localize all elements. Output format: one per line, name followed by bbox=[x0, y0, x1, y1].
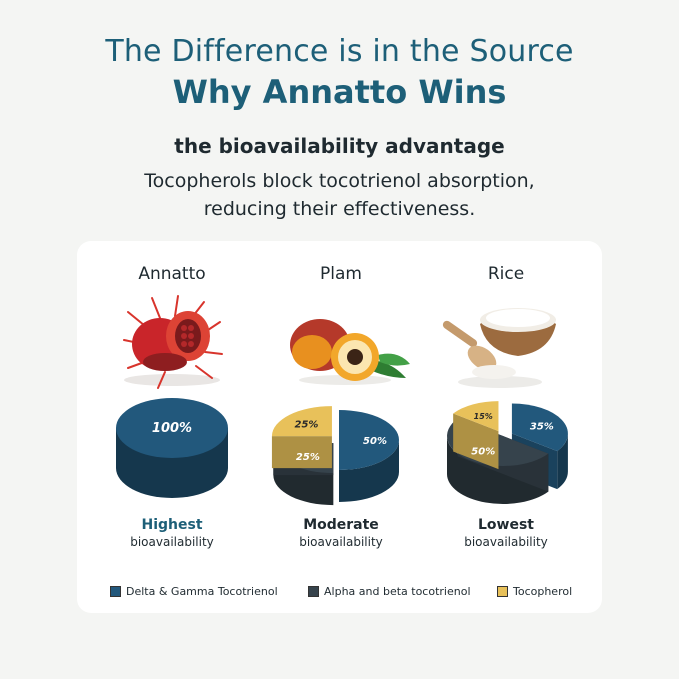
chart-title-annatto: Annatto bbox=[138, 264, 206, 284]
pie-slice bbox=[453, 401, 499, 470]
palm-fruit-icon bbox=[290, 319, 410, 385]
chart-title-plam: Plam bbox=[320, 264, 362, 284]
body-line-1: Tocopherols block tocotrienol absorption… bbox=[144, 170, 535, 192]
pie-slice-label: 25% bbox=[295, 419, 319, 430]
bioavailability-caption: bioavailability bbox=[464, 535, 548, 549]
bioavailability-level: Highest bbox=[141, 517, 203, 533]
pie-slice-label: 15% bbox=[474, 412, 493, 421]
legend-item-tocopherol: Tocopherol bbox=[497, 583, 572, 599]
chart-title-rice: Rice bbox=[487, 264, 525, 284]
legend-swatch bbox=[308, 585, 319, 597]
rice-bowl-icon bbox=[442, 308, 556, 388]
verdict-annatto: Highest bioavailability bbox=[92, 516, 252, 550]
title-line-2: Why Annatto Wins bbox=[172, 73, 507, 111]
pie-slice-labels: 100% 50% 25% 25% 35% 50% 15% bbox=[152, 412, 554, 463]
legend-item-delta-gamma: Delta & Gamma Tocotrienol bbox=[110, 583, 278, 599]
pie-slice bbox=[339, 410, 399, 502]
pie-slice-label: 50% bbox=[471, 447, 495, 458]
pie-slice-label: 25% bbox=[296, 452, 320, 463]
subtitle: the bioavailability advantage bbox=[174, 134, 505, 158]
bioavailability-caption: bioavailability bbox=[130, 535, 214, 549]
body-line-2: reducing their effectiveness. bbox=[203, 198, 476, 220]
bioavailability-caption: bioavailability bbox=[299, 535, 383, 549]
verdict-plam: Moderate bioavailability bbox=[261, 516, 421, 550]
pie-charts bbox=[116, 398, 568, 506]
legend-item-alpha-beta: Alpha and beta tocotrienol bbox=[308, 583, 471, 599]
pie-slice bbox=[271, 406, 332, 469]
legend: Delta & Gamma Tocotrienol Alpha and beta… bbox=[110, 583, 590, 599]
legend-swatch bbox=[497, 585, 508, 597]
pie-slice-label: 100% bbox=[152, 421, 192, 436]
verdict-rice: Lowest bioavailability bbox=[426, 516, 586, 550]
annatto-fruit-icon bbox=[123, 295, 223, 389]
bioavailability-level: Moderate bbox=[303, 517, 379, 533]
pie-slice-label: 50% bbox=[363, 436, 387, 447]
bioavailability-level: Lowest bbox=[478, 517, 534, 533]
legend-label: Tocopherol bbox=[513, 584, 573, 598]
pie-slice bbox=[116, 398, 228, 498]
legend-swatch bbox=[110, 585, 121, 597]
legend-label: Alpha and beta tocotrienol bbox=[324, 584, 471, 598]
legend-label: Delta & Gamma Tocotrienol bbox=[126, 584, 278, 598]
pie-slice-label: 35% bbox=[530, 421, 554, 432]
title-line-1: The Difference is in the Source bbox=[105, 34, 574, 69]
body-text: Tocopherols block tocotrienol absorption… bbox=[0, 167, 679, 223]
